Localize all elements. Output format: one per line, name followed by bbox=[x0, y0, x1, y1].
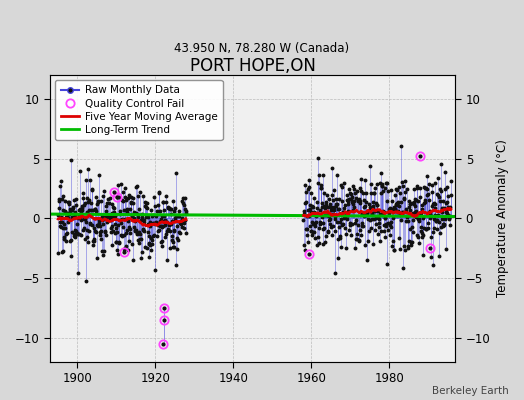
Legend: Raw Monthly Data, Quality Control Fail, Five Year Moving Average, Long-Term Tren: Raw Monthly Data, Quality Control Fail, … bbox=[56, 80, 223, 140]
Text: Berkeley Earth: Berkeley Earth bbox=[432, 386, 508, 396]
Title: PORT HOPE,ON: PORT HOPE,ON bbox=[190, 57, 315, 75]
Text: 43.950 N, 78.280 W (Canada): 43.950 N, 78.280 W (Canada) bbox=[174, 42, 350, 55]
Y-axis label: Temperature Anomaly (°C): Temperature Anomaly (°C) bbox=[496, 139, 509, 297]
